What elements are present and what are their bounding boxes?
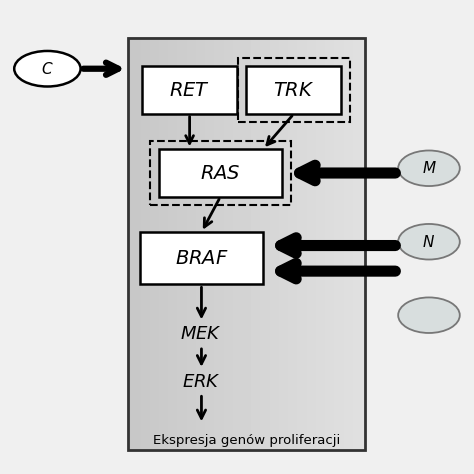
- Bar: [128, 38, 365, 450]
- Text: $\it{M}$: $\it{M}$: [421, 160, 437, 176]
- Text: Ekspresja genów proliferacji: Ekspresja genów proliferacji: [153, 434, 340, 447]
- Ellipse shape: [14, 51, 81, 87]
- Text: $\bf{\it{BRAF}}$: $\bf{\it{BRAF}}$: [174, 249, 228, 268]
- Bar: [238, 58, 350, 122]
- Text: $\bf{\it{RET}}$: $\bf{\it{RET}}$: [169, 81, 210, 100]
- Text: $\bf{\it{TRK}}$: $\bf{\it{TRK}}$: [273, 81, 315, 100]
- Ellipse shape: [398, 151, 460, 186]
- Text: $\it{N}$: $\it{N}$: [422, 234, 436, 250]
- Text: $\bf{\it{RAS}}$: $\bf{\it{RAS}}$: [200, 164, 241, 182]
- Bar: [246, 66, 341, 114]
- Bar: [140, 232, 263, 284]
- Bar: [159, 149, 282, 197]
- Text: $\bf{\it{ERK}}$: $\bf{\it{ERK}}$: [182, 373, 221, 391]
- Bar: [150, 141, 291, 205]
- Text: $\it{C}$: $\it{C}$: [41, 61, 54, 77]
- Ellipse shape: [398, 224, 460, 260]
- Ellipse shape: [398, 298, 460, 333]
- Bar: [142, 66, 237, 114]
- Text: $\bf{\it{MEK}}$: $\bf{\it{MEK}}$: [181, 325, 222, 343]
